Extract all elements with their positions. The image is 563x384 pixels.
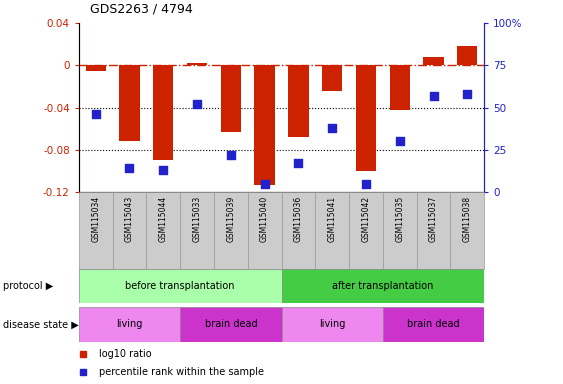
Text: GSM115038: GSM115038: [463, 196, 472, 242]
Bar: [187, 63, 207, 65]
Text: GSM115036: GSM115036: [294, 196, 303, 242]
Point: [361, 180, 370, 187]
Text: protocol ▶: protocol ▶: [3, 281, 53, 291]
Bar: [79, 307, 180, 342]
Bar: [417, 192, 450, 269]
Text: GSM115034: GSM115034: [91, 196, 100, 242]
Bar: [356, 65, 376, 171]
Bar: [288, 65, 309, 137]
Point: [226, 152, 235, 158]
Point: [125, 165, 134, 171]
Text: living: living: [319, 319, 345, 329]
Bar: [390, 65, 410, 110]
Bar: [450, 192, 484, 269]
Bar: [113, 192, 146, 269]
Point: [429, 93, 438, 99]
Bar: [153, 65, 173, 161]
Bar: [457, 46, 477, 65]
Text: GSM115041: GSM115041: [328, 196, 337, 242]
Bar: [119, 65, 140, 141]
Bar: [282, 307, 383, 342]
Bar: [315, 192, 349, 269]
Bar: [180, 307, 282, 342]
Bar: [180, 192, 214, 269]
Bar: [322, 65, 342, 91]
Text: after transplantation: after transplantation: [332, 281, 434, 291]
Bar: [146, 192, 180, 269]
Bar: [282, 192, 315, 269]
Bar: [214, 192, 248, 269]
Text: log10 ratio: log10 ratio: [99, 349, 151, 359]
Point: [159, 167, 168, 173]
Text: GSM115044: GSM115044: [159, 196, 168, 242]
Point: [463, 91, 472, 97]
Point: [294, 160, 303, 166]
Point: [328, 125, 337, 131]
Text: GSM115033: GSM115033: [193, 196, 202, 242]
Text: brain dead: brain dead: [204, 319, 257, 329]
Text: GDS2263 / 4794: GDS2263 / 4794: [90, 2, 193, 15]
Bar: [79, 269, 282, 303]
Bar: [282, 269, 484, 303]
Bar: [248, 192, 282, 269]
Point: [91, 111, 100, 118]
Bar: [79, 192, 113, 269]
Text: before transplantation: before transplantation: [126, 281, 235, 291]
Bar: [383, 307, 484, 342]
Text: living: living: [117, 319, 142, 329]
Bar: [423, 57, 444, 65]
Point: [395, 138, 404, 144]
Text: GSM115035: GSM115035: [395, 196, 404, 242]
Text: GSM115037: GSM115037: [429, 196, 438, 242]
Text: brain dead: brain dead: [407, 319, 460, 329]
Text: GSM115043: GSM115043: [125, 196, 134, 242]
Text: percentile rank within the sample: percentile rank within the sample: [99, 366, 264, 377]
Bar: [86, 65, 106, 71]
Bar: [349, 192, 383, 269]
Text: GSM115039: GSM115039: [226, 196, 235, 242]
Text: disease state ▶: disease state ▶: [3, 319, 79, 329]
Bar: [383, 192, 417, 269]
Text: GSM115040: GSM115040: [260, 196, 269, 242]
Point: [260, 180, 269, 187]
Bar: [254, 65, 275, 185]
Point: [193, 101, 202, 107]
Bar: [221, 65, 241, 132]
Text: GSM115042: GSM115042: [361, 196, 370, 242]
